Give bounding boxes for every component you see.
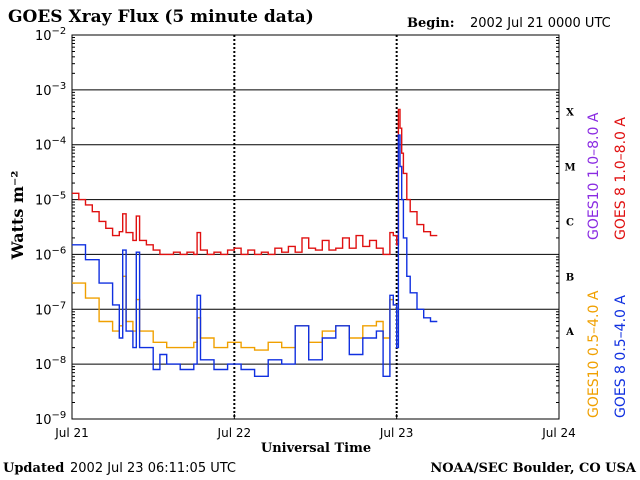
series-line <box>72 108 438 256</box>
y-tick-label: 10−9 <box>35 410 66 428</box>
y-tick-label: 10−7 <box>35 300 66 318</box>
flare-class-label: A <box>565 327 574 338</box>
y-tick-labels: 10−9 10−8 10−7 10−6 10−5 10−4 10−3 10−2 <box>35 26 66 428</box>
plot-frame <box>71 34 560 420</box>
grid-lines <box>71 35 560 419</box>
flare-class-label: B <box>566 272 574 283</box>
flare-class-labels: X M C B A <box>564 108 575 338</box>
y-tick-label: 10−8 <box>35 355 66 373</box>
x-axis-label: Universal Time <box>261 441 371 456</box>
legend-entry: GOES 8 0.5–4.0 A <box>613 295 629 418</box>
y-tick-label: 10−3 <box>35 81 66 99</box>
y-axis-label: Watts m⁻² <box>8 171 27 261</box>
x-tick-labels: Jul 21 Jul 22 Jul 23 Jul 24 <box>54 426 576 440</box>
legend: GOES10 1.0–8.0 A GOES 8 1.0–8.0 A GOES10 0… <box>586 112 629 418</box>
flare-class-label: M <box>564 163 575 174</box>
x-tick-label: Jul 22 <box>217 426 252 440</box>
updated-label: Updated <box>3 461 64 476</box>
chart-title: GOES Xray Flux (5 minute data) <box>8 7 314 27</box>
updated-value: 2002 Jul 23 06:11:05 UTC <box>70 461 236 476</box>
series-line <box>72 134 438 377</box>
series-line <box>72 275 398 351</box>
x-tick-label: Jul 24 <box>541 426 576 440</box>
y-tick-label: 10−2 <box>35 26 66 44</box>
x-tick-label: Jul 23 <box>379 426 414 440</box>
x-tick-label: Jul 21 <box>54 426 89 440</box>
credit-text: NOAA/SEC Boulder, CO USA <box>430 461 637 476</box>
begin-value: 2002 Jul 21 0000 UTC <box>470 16 611 31</box>
flare-class-label: X <box>566 108 574 119</box>
y-tick-label: 10−6 <box>35 245 66 263</box>
legend-entry: GOES10 0.5–4.0 A <box>586 290 602 418</box>
y-tick-label: 10−5 <box>35 191 66 209</box>
y-tick-label: 10−4 <box>35 136 66 154</box>
legend-entry: GOES 8 1.0–8.0 A <box>613 117 629 240</box>
data-series <box>72 108 438 377</box>
begin-label: Begin: <box>407 16 455 31</box>
legend-entry: GOES10 1.0–8.0 A <box>586 112 602 240</box>
flare-class-label: C <box>566 217 574 228</box>
